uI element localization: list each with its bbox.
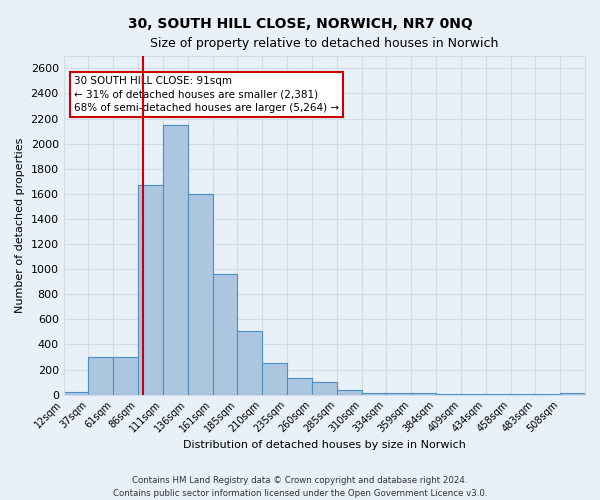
Bar xyxy=(287,378,312,394)
Bar xyxy=(188,194,212,394)
X-axis label: Distribution of detached houses by size in Norwich: Distribution of detached houses by size … xyxy=(183,440,466,450)
Bar xyxy=(312,382,337,394)
Bar xyxy=(560,393,585,394)
Bar xyxy=(163,125,188,394)
Bar xyxy=(262,364,287,394)
Text: 30 SOUTH HILL CLOSE: 91sqm
← 31% of detached houses are smaller (2,381)
68% of s: 30 SOUTH HILL CLOSE: 91sqm ← 31% of deta… xyxy=(74,76,339,112)
Bar xyxy=(64,392,88,394)
Title: Size of property relative to detached houses in Norwich: Size of property relative to detached ho… xyxy=(150,38,499,51)
Bar xyxy=(238,330,262,394)
Bar xyxy=(362,393,386,394)
Bar xyxy=(138,185,163,394)
Bar xyxy=(386,393,411,394)
Bar xyxy=(337,390,362,394)
Bar xyxy=(212,274,238,394)
Text: 30, SOUTH HILL CLOSE, NORWICH, NR7 0NQ: 30, SOUTH HILL CLOSE, NORWICH, NR7 0NQ xyxy=(128,18,472,32)
Y-axis label: Number of detached properties: Number of detached properties xyxy=(15,138,25,313)
Text: Contains HM Land Registry data © Crown copyright and database right 2024.
Contai: Contains HM Land Registry data © Crown c… xyxy=(113,476,487,498)
Bar xyxy=(113,357,138,395)
Bar xyxy=(88,357,113,395)
